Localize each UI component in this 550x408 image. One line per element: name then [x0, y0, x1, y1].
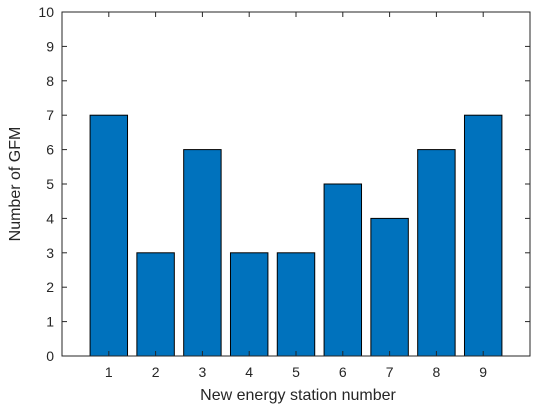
- bar-3: [183, 149, 222, 357]
- bar-1: [89, 114, 129, 357]
- y-tick-label-7: 7: [46, 107, 54, 123]
- x-tick-label-9: 9: [479, 364, 487, 380]
- x-tick-label-7: 7: [386, 364, 394, 380]
- y-tick-label-10: 10: [38, 4, 54, 20]
- y-axis-label: Number of GFM: [7, 127, 24, 242]
- y-tick-label-2: 2: [46, 279, 54, 295]
- y-tick-label-3: 3: [46, 245, 54, 261]
- x-tick-label-2: 2: [152, 364, 160, 380]
- bar-8: [417, 149, 456, 357]
- bar-6: [323, 183, 363, 357]
- bar-9: [463, 114, 503, 357]
- bars-group: [89, 114, 503, 357]
- bar-2: [136, 252, 175, 357]
- y-tick-label-6: 6: [46, 142, 54, 158]
- bar-7: [370, 217, 409, 357]
- y-tick-label-1: 1: [46, 314, 54, 330]
- x-tick-label-3: 3: [199, 364, 207, 380]
- x-tick-label-6: 6: [339, 364, 347, 380]
- y-tick-label-5: 5: [46, 176, 54, 192]
- y-tick-label-8: 8: [46, 73, 54, 89]
- ticks-group: 0 1 2 3 4 5 6 7 8 9 10 1 2 3 4 5 6 7 8 9: [38, 4, 530, 380]
- x-tick-label-4: 4: [245, 364, 253, 380]
- bar-5: [276, 252, 316, 357]
- bar-4: [229, 252, 269, 357]
- y-tick-label-4: 4: [46, 210, 54, 226]
- x-tick-label-8: 8: [433, 364, 441, 380]
- x-tick-label-1: 1: [105, 364, 113, 380]
- x-tick-label-5: 5: [292, 364, 300, 380]
- y-tick-label-9: 9: [46, 38, 54, 54]
- x-axis-label: New energy station number: [200, 387, 396, 404]
- y-tick-label-0: 0: [46, 348, 54, 364]
